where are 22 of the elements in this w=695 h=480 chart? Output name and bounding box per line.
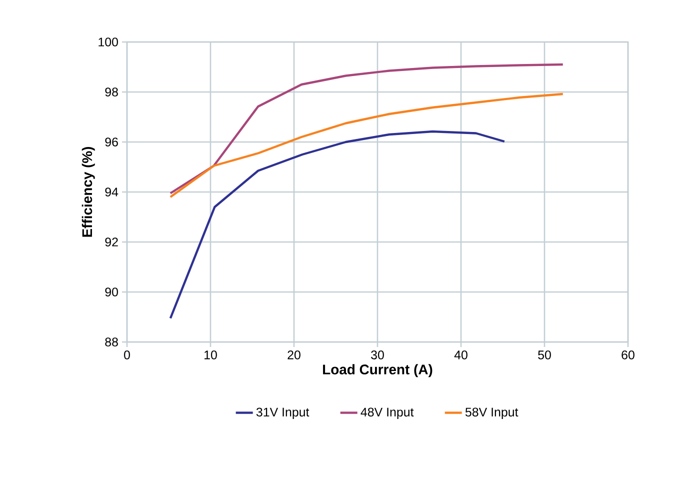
y-tick-label: 90 [105,288,118,296]
y-axis-title: Efficiency (%) [82,146,95,237]
x-tick-label: 0 [124,350,130,360]
line-series [169,92,564,198]
y-tick-label: 88 [105,338,118,346]
y-tick-label: 96 [105,138,118,146]
line-series [169,63,564,194]
line-series [169,130,506,320]
legend-label: 31V Input [256,408,310,419]
legend-label: 48V Input [360,408,414,419]
y-tick-label: 94 [105,188,118,196]
x-tick-label: 50 [538,350,551,360]
x-tick-label: 40 [454,350,468,360]
legend-label: 58V Input [465,408,518,419]
x-axis-title: Load Current (A) [323,364,432,378]
y-tick-label: 100 [98,38,118,46]
y-tick-label: 92 [105,238,118,246]
x-tick-label: 10 [204,350,217,360]
x-tick-label: 60 [622,350,634,360]
x-tick-label: 20 [288,350,300,360]
x-tick-label: 30 [371,350,384,360]
y-tick-label: 98 [105,88,118,96]
